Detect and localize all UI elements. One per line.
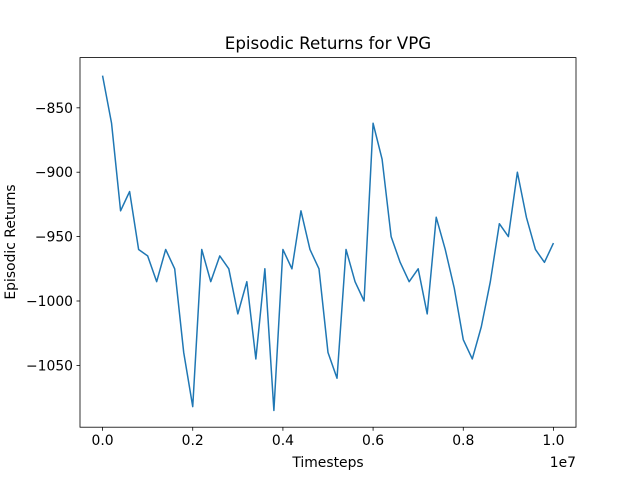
- x-offset-label: 1e7: [550, 455, 576, 471]
- y-axis-label: Episodic Returns: [3, 184, 19, 299]
- x-tick-label: 0.6: [362, 433, 384, 449]
- data-line: [101, 75, 555, 412]
- y-tick-label: −950: [35, 230, 73, 246]
- y-tick-label: −1050: [26, 358, 73, 374]
- x-tick-label: 1.0: [542, 433, 564, 449]
- y-tick-label: −1000: [26, 294, 73, 310]
- x-tick-label: 0.2: [182, 433, 204, 449]
- x-tick-label: 0.0: [91, 433, 113, 449]
- x-axis-label: Timesteps: [291, 455, 363, 471]
- x-tick-label: 0.8: [452, 433, 474, 449]
- x-tick-label: 0.4: [272, 433, 294, 449]
- y-tick-label: −850: [35, 101, 73, 117]
- y-tick-label: −900: [35, 165, 73, 181]
- chart-title: Episodic Returns for VPG: [225, 33, 431, 53]
- axes-frame: [79, 57, 577, 428]
